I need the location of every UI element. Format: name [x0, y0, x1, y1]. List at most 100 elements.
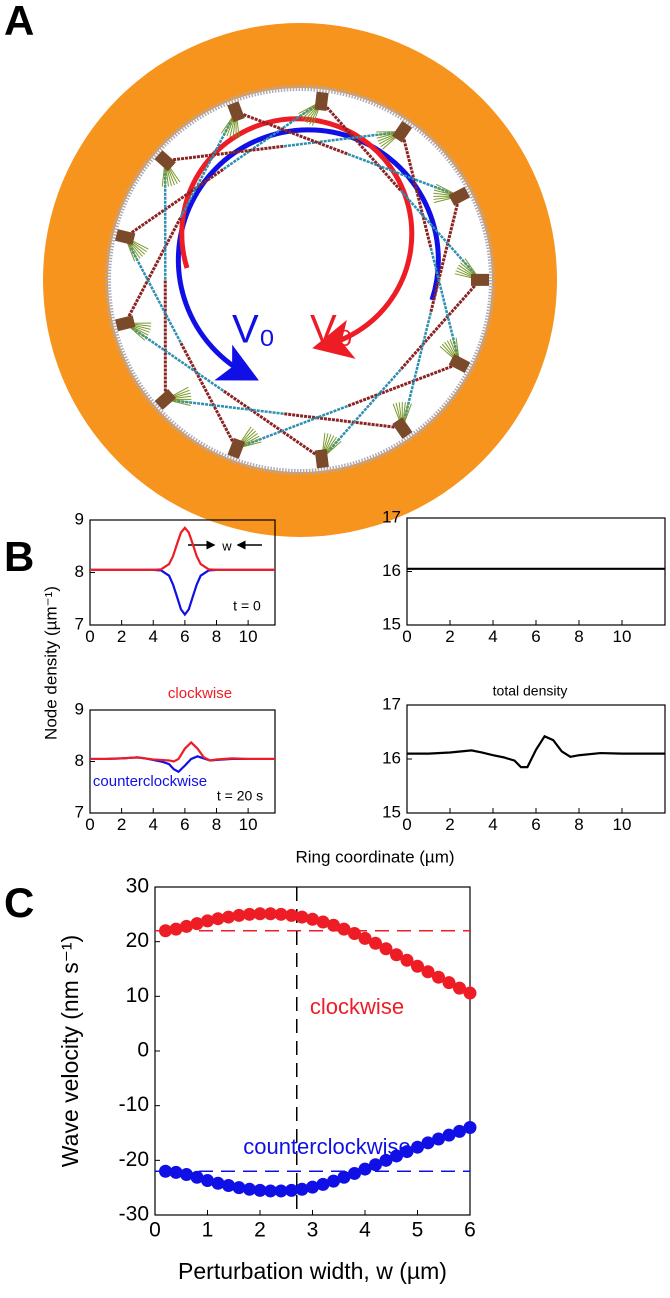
data-point [337, 1170, 351, 1184]
data-line [90, 740, 275, 763]
annotation: counterclockwise [93, 773, 207, 790]
node [448, 354, 471, 374]
velocity-label: V₀ [310, 308, 353, 352]
x-tick-label: 2 [117, 815, 126, 834]
annotation: w [221, 538, 232, 553]
x-tick-label: 2 [254, 1218, 266, 1241]
x-tick-label: 10 [613, 815, 632, 834]
x-axis-label: Perturbation width, w (µm) [178, 1258, 447, 1284]
velocity-label: V₀ [232, 308, 275, 352]
data-point [442, 976, 456, 990]
x-tick-label: 10 [239, 815, 258, 834]
data-point [159, 1164, 172, 1178]
data-point [327, 918, 340, 932]
data-point [411, 959, 424, 973]
annotation: clockwise [168, 685, 232, 702]
y-tick-label: 17 [382, 507, 401, 526]
x-tick-label: 2 [445, 815, 454, 834]
x-tick-label: 10 [613, 627, 632, 646]
x-tick-label: 6 [531, 815, 540, 834]
data-point [453, 1124, 466, 1138]
x-tick-label: 1 [202, 1218, 214, 1241]
data-point [169, 1165, 183, 1179]
data-point [295, 910, 309, 924]
data-point [222, 910, 235, 924]
data-point [348, 926, 361, 940]
data-point [211, 912, 225, 926]
x-tick-label: 4 [488, 815, 497, 834]
data-point [306, 1180, 319, 1194]
y-tick-label: -10 [119, 1093, 149, 1116]
data-point [201, 914, 214, 928]
data-point [159, 924, 172, 938]
data-point [463, 986, 477, 1000]
x-tick-label: 3 [307, 1218, 319, 1241]
data-point [316, 915, 330, 929]
node [392, 120, 413, 143]
y-tick-label: 15 [382, 614, 401, 633]
node [154, 150, 176, 172]
y-tick-label: 16 [382, 561, 401, 580]
node [470, 273, 490, 286]
y-tick-label: 30 [126, 875, 149, 898]
data-point [232, 908, 246, 922]
data-point [358, 1162, 372, 1176]
x-tick-label: 0 [85, 627, 94, 646]
node [154, 389, 177, 410]
data-point [264, 1184, 277, 1198]
cw-arrow [179, 116, 415, 359]
data-point [274, 1184, 288, 1198]
data-point [243, 1182, 256, 1196]
y-axis-label: Wave velocity (nm s⁻¹) [57, 935, 83, 1167]
x-tick-label: 4 [149, 815, 158, 834]
x-tick-label: 0 [149, 1218, 161, 1241]
cytoplasm [112, 92, 488, 468]
annotation: clockwise [310, 994, 404, 1019]
y-tick-label: -20 [119, 1148, 149, 1171]
data-point [190, 1170, 204, 1184]
data-point [400, 953, 414, 967]
data-point [243, 907, 256, 921]
y-tick-label: 16 [382, 748, 401, 767]
y-tick-label: -30 [119, 1203, 149, 1226]
x-tick-label: 8 [212, 627, 221, 646]
data-point [400, 1145, 414, 1159]
node [115, 315, 136, 332]
x-axis-label: Ring coordinate (µm) [295, 847, 454, 866]
y-tick-label: 9 [75, 699, 84, 718]
x-tick-label: 6 [180, 627, 189, 646]
y-tick-label: 15 [382, 802, 401, 821]
data-point [285, 1183, 298, 1197]
y-tick-label: 7 [75, 802, 84, 821]
data-point [201, 1174, 214, 1188]
y-tick-label: 8 [75, 751, 84, 770]
data-point [379, 942, 393, 956]
node [227, 437, 246, 459]
data-point [253, 1183, 267, 1197]
x-tick-label: 8 [212, 815, 221, 834]
data-point [285, 908, 298, 922]
data-point [358, 931, 372, 945]
node [448, 186, 471, 206]
data-point [421, 965, 435, 979]
data-point [180, 1168, 193, 1182]
y-tick-label: 17 [382, 694, 401, 713]
data-point [295, 1182, 309, 1196]
node [115, 229, 136, 246]
data-point [264, 907, 277, 921]
data-point [190, 917, 204, 931]
data-point [232, 1181, 246, 1195]
data-point [222, 1178, 235, 1192]
node [392, 417, 413, 439]
data-point [453, 981, 466, 995]
data-point [390, 948, 403, 962]
x-tick-label: 4 [488, 627, 497, 646]
y-tick-label: 10 [126, 984, 149, 1007]
data-point [432, 970, 445, 984]
data-point [274, 907, 288, 921]
ring-diagram [43, 23, 557, 537]
node [227, 101, 245, 123]
x-tick-label: 8 [574, 815, 583, 834]
y-tick-label: 20 [126, 929, 149, 952]
data-point [463, 1121, 477, 1135]
